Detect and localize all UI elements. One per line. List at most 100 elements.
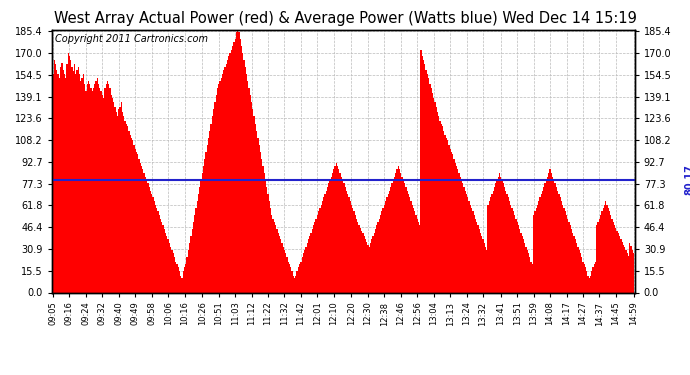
Text: Copyright 2011 Cartronics.com: Copyright 2011 Cartronics.com: [55, 34, 208, 44]
Bar: [195, 208, 197, 292]
Bar: [393, 180, 394, 292]
Bar: [494, 187, 495, 292]
Bar: [99, 88, 101, 292]
Bar: [137, 154, 139, 292]
Bar: [248, 88, 250, 292]
Bar: [446, 138, 447, 292]
Bar: [351, 205, 352, 292]
Bar: [188, 250, 189, 292]
Bar: [358, 225, 359, 292]
Bar: [337, 166, 338, 292]
Text: West Array Actual Power (red) & Average Power (Watts blue) Wed Dec 14 15:19: West Array Actual Power (red) & Average …: [54, 11, 636, 26]
Bar: [549, 169, 551, 292]
Bar: [511, 208, 513, 292]
Bar: [283, 248, 284, 292]
Bar: [490, 197, 491, 292]
Bar: [402, 177, 403, 292]
Bar: [199, 187, 200, 292]
Bar: [69, 56, 70, 292]
Bar: [154, 201, 155, 292]
Bar: [493, 191, 494, 292]
Bar: [342, 180, 344, 292]
Bar: [563, 208, 564, 292]
Bar: [347, 194, 348, 292]
Bar: [570, 225, 571, 292]
Bar: [309, 236, 310, 292]
Bar: [420, 50, 422, 292]
Bar: [230, 50, 232, 292]
Bar: [168, 239, 169, 292]
Bar: [72, 71, 74, 292]
Bar: [223, 70, 224, 292]
Bar: [207, 145, 208, 292]
Bar: [203, 166, 204, 292]
Bar: [289, 264, 290, 292]
Bar: [65, 78, 66, 292]
Bar: [161, 222, 162, 292]
Bar: [515, 219, 517, 292]
Bar: [424, 64, 426, 292]
Bar: [619, 236, 620, 292]
Bar: [206, 152, 207, 292]
Bar: [466, 194, 467, 292]
Bar: [147, 183, 148, 292]
Bar: [257, 138, 259, 292]
Bar: [590, 276, 591, 292]
Bar: [331, 177, 332, 292]
Bar: [78, 67, 79, 292]
Bar: [526, 250, 528, 292]
Bar: [547, 177, 548, 292]
Bar: [560, 197, 561, 292]
Bar: [595, 261, 596, 292]
Bar: [219, 81, 221, 292]
Bar: [496, 180, 497, 292]
Bar: [419, 225, 420, 292]
Bar: [449, 149, 451, 292]
Bar: [600, 215, 601, 292]
Bar: [88, 81, 89, 292]
Bar: [429, 84, 431, 292]
Bar: [576, 243, 578, 292]
Bar: [184, 267, 185, 292]
Bar: [200, 180, 201, 292]
Bar: [470, 205, 471, 292]
Bar: [162, 225, 164, 292]
Bar: [353, 211, 355, 292]
Bar: [604, 205, 605, 292]
Bar: [523, 239, 524, 292]
Bar: [414, 211, 415, 292]
Bar: [391, 183, 393, 292]
Bar: [171, 250, 172, 292]
Bar: [520, 233, 522, 292]
Bar: [237, 25, 238, 292]
Bar: [148, 187, 150, 292]
Bar: [629, 243, 631, 292]
Bar: [63, 74, 65, 292]
Bar: [469, 201, 470, 292]
Bar: [157, 211, 159, 292]
Bar: [355, 215, 356, 292]
Bar: [491, 194, 493, 292]
Bar: [130, 135, 131, 292]
Bar: [300, 261, 302, 292]
Bar: [312, 229, 313, 292]
Bar: [613, 222, 614, 292]
Bar: [573, 236, 575, 292]
Bar: [194, 215, 195, 292]
Bar: [284, 250, 285, 292]
Bar: [480, 233, 481, 292]
Bar: [56, 70, 57, 292]
Bar: [319, 208, 321, 292]
Bar: [534, 211, 535, 292]
Bar: [356, 219, 357, 292]
Bar: [434, 102, 435, 292]
Bar: [315, 219, 317, 292]
Bar: [244, 60, 245, 292]
Bar: [625, 250, 627, 292]
Bar: [151, 194, 152, 292]
Bar: [382, 208, 384, 292]
Bar: [502, 183, 504, 292]
Bar: [599, 219, 600, 292]
Bar: [93, 88, 94, 292]
Bar: [238, 32, 239, 292]
